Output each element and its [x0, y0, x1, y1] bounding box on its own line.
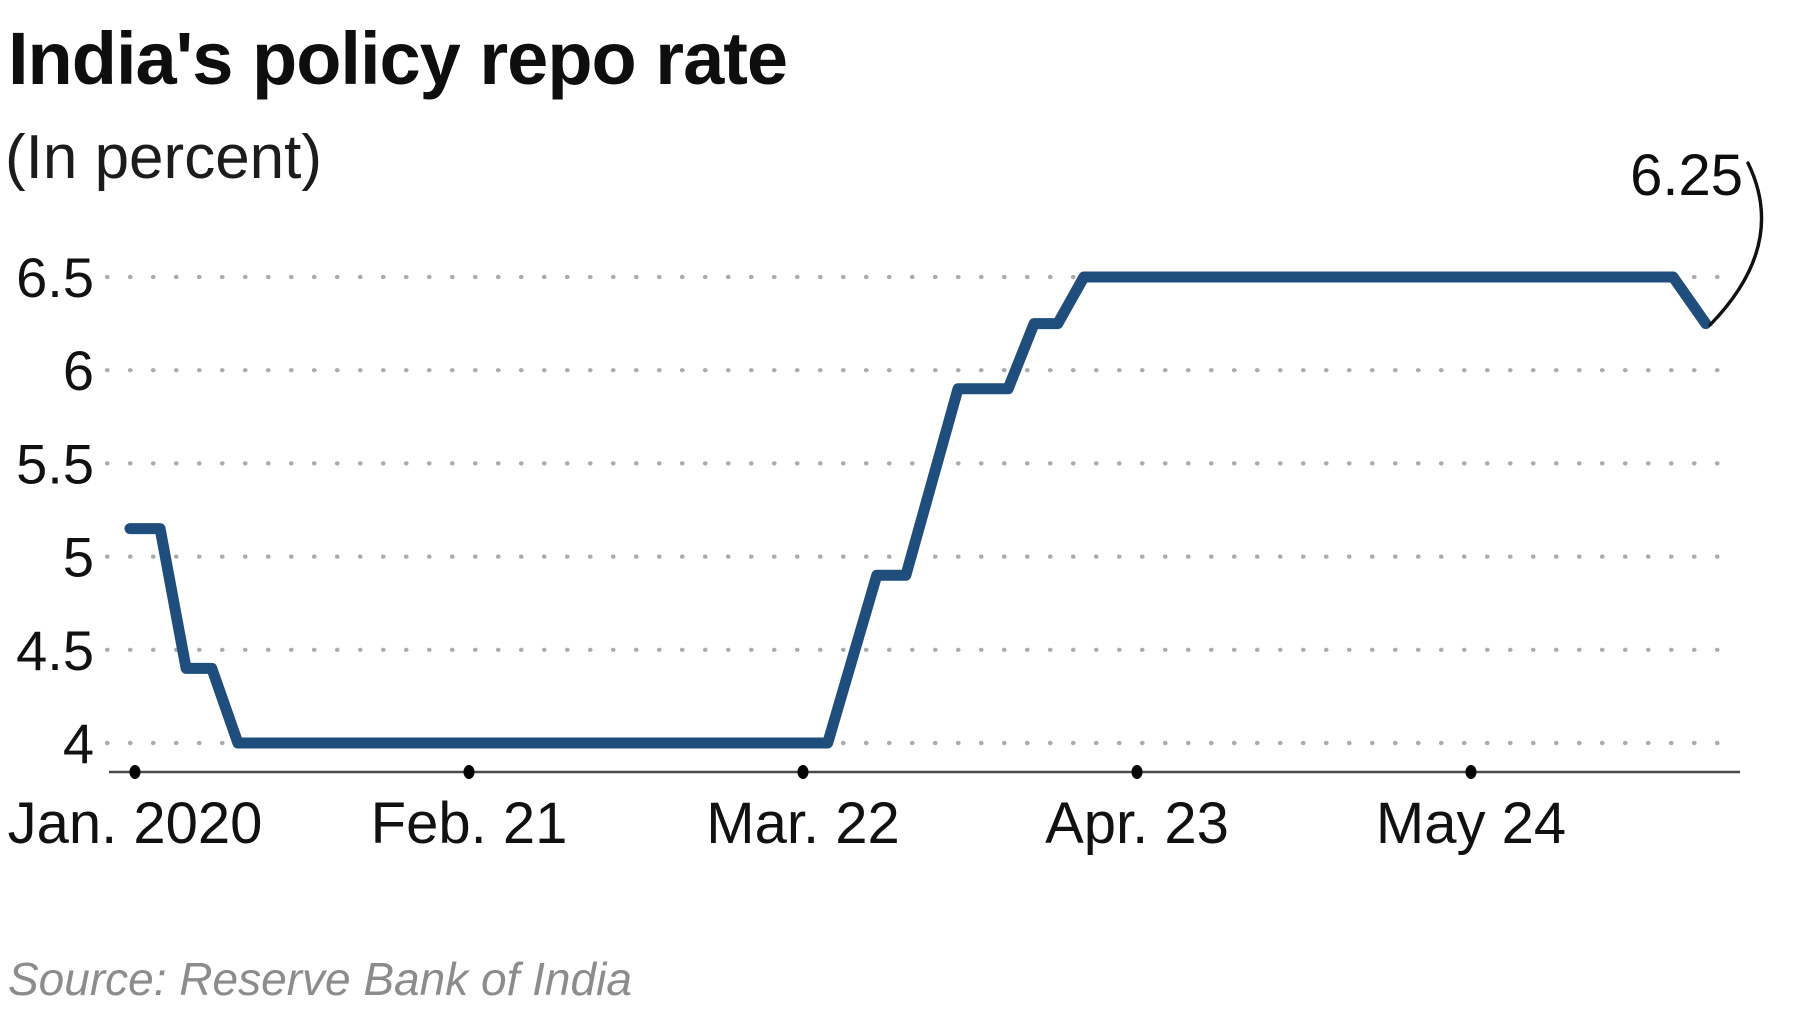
- chart-subtitle: (In percent): [5, 123, 323, 192]
- x-tick-dot-1: [463, 765, 475, 779]
- y-tick-label-5: 5: [63, 526, 94, 589]
- y-tick-label-6: 6: [63, 339, 94, 402]
- x-tick-label-0: Jan. 2020: [8, 791, 263, 856]
- x-tick-dot-3: [1131, 765, 1143, 779]
- annotation-arrow: [1708, 161, 1764, 327]
- rate-line: [124, 271, 1712, 749]
- x-tick-label-3: Apr. 23: [1045, 791, 1229, 856]
- x-tick-dot-2: [797, 765, 809, 779]
- y-tick-label-6.5: 6.5: [16, 246, 94, 309]
- y-tick-label-4: 4: [63, 712, 94, 775]
- x-tick-label-2: Mar. 22: [706, 791, 899, 856]
- x-tick-label-4: May 24: [1376, 791, 1566, 856]
- x-tick-dot-0: [129, 765, 141, 779]
- annotation-value-label: 6.25: [1630, 143, 1743, 208]
- x-tick-dot-4: [1465, 765, 1477, 779]
- y-tick-label-5.5: 5.5: [16, 432, 94, 495]
- x-tick-label-1: Feb. 21: [371, 791, 568, 856]
- y-tick-label-4.5: 4.5: [16, 619, 94, 682]
- chart-title: India's policy repo rate: [8, 17, 788, 100]
- source-note: Source: Reserve Bank of India: [8, 953, 632, 1005]
